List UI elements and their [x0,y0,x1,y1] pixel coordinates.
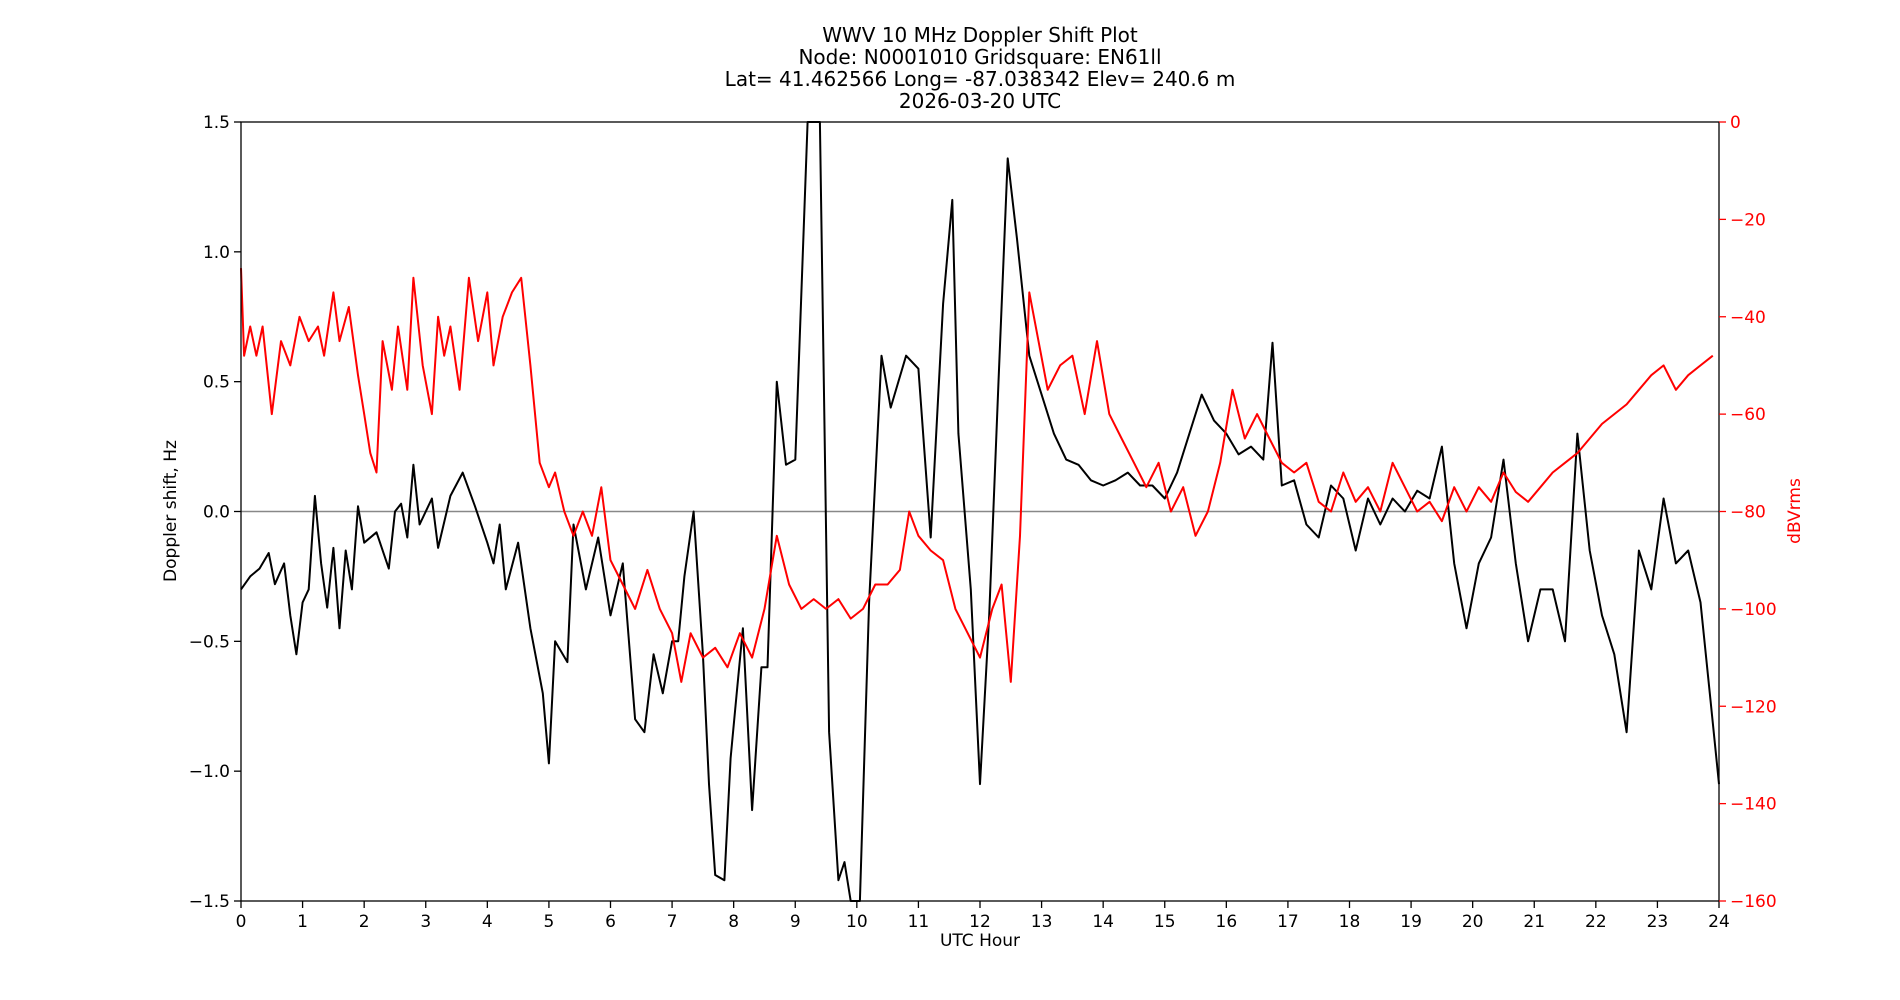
x-tick-label: 10 [846,912,868,932]
x-tick-label: 12 [969,912,991,932]
x-tick-label: 24 [1708,912,1730,932]
x-tick-label: 21 [1523,912,1545,932]
x-tick-label: 5 [544,912,555,932]
y2-tick-label: −100 [1730,600,1777,620]
y2-tick-label: −80 [1730,503,1766,523]
y2-tick-label: −120 [1730,697,1777,717]
x-tick-label: 14 [1092,912,1114,932]
x-tick-label: 9 [790,912,801,932]
x-tick-label: 0 [236,912,247,932]
x-tick-label: 19 [1400,912,1422,932]
title-line-4: 2026-03-20 UTC [899,89,1061,113]
title-line-2: Node: N0001010 Gridsquare: EN61ll [798,45,1161,69]
x-tick-label: 6 [605,912,616,932]
x-axis-ticks: 0 1 2 3 4 5 6 7 8 9 10 11 12 13 14 15 16 17 18 19 20 21 22 23 24 [236,901,1730,932]
x-tick-label: 2 [359,912,370,932]
x-tick-label: 20 [1462,912,1484,932]
chart-title: WWV 10 MHz Doppler Shift Plot Node: N000… [725,23,1236,113]
y2-axis-ticks: 0 −20 −40 −60 −80 −100 −120 −140 −160 [1719,113,1777,912]
x-tick-label: 16 [1216,912,1238,932]
x-tick-label: 15 [1154,912,1176,932]
y2-tick-label: −60 [1730,405,1766,425]
x-tick-label: 4 [482,912,493,932]
y-tick-label: −0.5 [189,632,230,652]
x-tick-label: 22 [1585,912,1607,932]
y-axis-ticks: 1.5 1.0 0.5 0.0 −0.5 −1.0 −1.5 [189,113,241,912]
title-line-1: WWV 10 MHz Doppler Shift Plot [822,23,1138,47]
x-axis-label: UTC Hour [940,931,1020,951]
y2-tick-label: −140 [1730,795,1777,815]
y-axis-label: Doppler shift, Hz [161,440,181,582]
x-tick-label: 18 [1339,912,1361,932]
x-tick-label: 3 [420,912,431,932]
y2-tick-label: 0 [1730,113,1741,133]
y-tick-label: 1.5 [203,113,230,133]
y-tick-label: −1.5 [189,892,230,912]
y2-tick-label: −20 [1730,210,1766,230]
x-tick-label: 11 [908,912,930,932]
x-tick-label: 23 [1647,912,1669,932]
x-tick-label: 17 [1277,912,1299,932]
title-line-3: Lat= 41.462566 Long= -87.038342 Elev= 24… [725,67,1236,91]
y-tick-label: 0.5 [203,373,230,393]
y2-tick-label: −40 [1730,308,1766,328]
plot-area [240,121,1720,902]
y2-axis-label: dBVrms [1785,478,1805,544]
y2-tick-label: −160 [1730,892,1777,912]
power-dbvrms-series [240,268,1714,683]
y-tick-label: 0.0 [203,503,230,523]
y-tick-label: 1.0 [203,243,230,263]
x-tick-label: 13 [1031,912,1053,932]
y-tick-label: −1.0 [189,762,230,782]
x-tick-label: 7 [667,912,678,932]
x-tick-label: 8 [728,912,739,932]
x-tick-label: 1 [297,912,308,932]
